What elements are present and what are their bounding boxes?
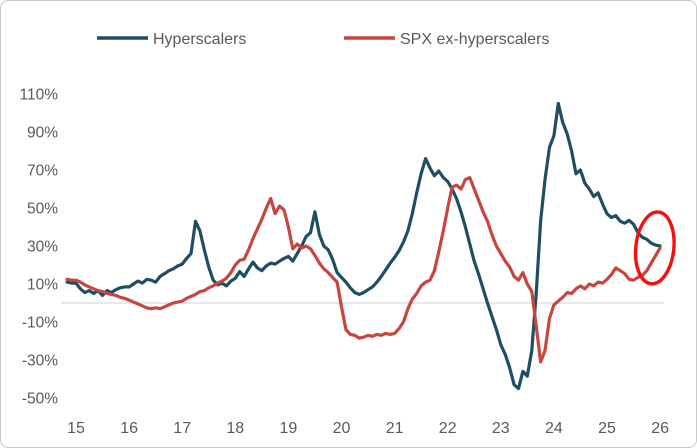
hyperscalers-legend-label: Hyperscalers: [153, 31, 246, 48]
spx-ex-hyperscalers-legend-label: SPX ex-hyperscalers: [400, 31, 549, 48]
x-axis-tick-label: 21: [386, 420, 404, 437]
x-axis-tick-labels: 15 16 17 18 19 20 21 22 23 24 25 26: [67, 420, 669, 437]
x-axis-tick-label: 22: [439, 420, 457, 437]
y-axis-tick-label: -10%: [22, 315, 58, 332]
x-axis-tick-label: 23: [492, 420, 510, 437]
y-axis-tick-labels: 110% 90% 70% 50% 30% 10% -10% -30% -50%: [20, 87, 59, 408]
y-axis-tick-label: 110%: [20, 87, 59, 104]
x-axis-tick-label: 15: [67, 420, 85, 437]
legend: Hyperscalers SPX ex-hyperscalers: [97, 31, 549, 48]
x-axis-tick-label: 19: [280, 420, 298, 437]
x-axis-tick-label: 26: [651, 420, 669, 437]
y-axis-tick-label: 50%: [27, 201, 58, 218]
spx-ex-hyperscalers-series-line: [65, 176, 662, 364]
x-axis-tick-label: 20: [333, 420, 351, 437]
x-axis-tick-label: 25: [598, 420, 616, 437]
y-axis-tick-label: -50%: [22, 391, 58, 408]
x-axis-tick-label: 18: [226, 420, 244, 437]
hyperscalers-series-line: [65, 101, 662, 391]
convergence-annotation-ellipse: [633, 210, 676, 286]
y-axis-tick-label: 70%: [27, 163, 58, 180]
y-axis-tick-label: -30%: [22, 353, 58, 370]
y-axis-tick-label: 10%: [27, 277, 58, 294]
x-axis-tick-label: 24: [545, 420, 563, 437]
x-axis-tick-label: 16: [120, 420, 138, 437]
y-axis-tick-label: 90%: [27, 125, 58, 142]
x-axis-tick-label: 17: [173, 420, 191, 437]
y-axis-tick-label: 30%: [27, 239, 58, 256]
